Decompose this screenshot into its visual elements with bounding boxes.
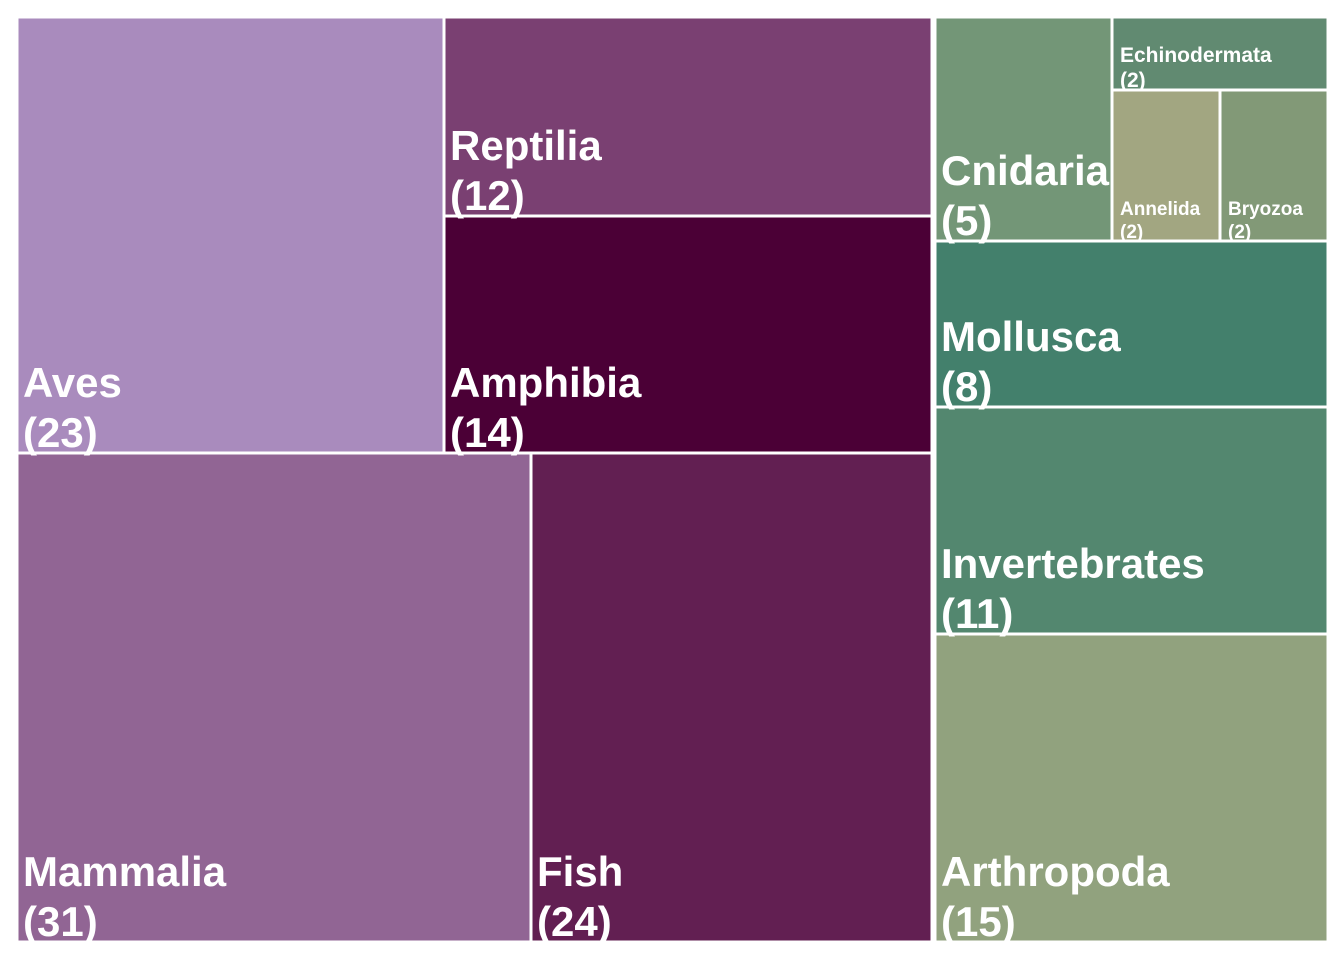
tile-label-fish: Fish	[537, 848, 623, 895]
tile-reptilia	[442, 15, 934, 218]
group-divider	[931, 17, 935, 942]
tile-label-aves: Aves	[23, 359, 122, 406]
tile-label-annelida: Annelida	[1120, 199, 1201, 220]
tile-amphibia	[442, 214, 934, 455]
tile-label-cnidaria: Cnidaria	[941, 147, 1110, 194]
tile-count-aves: (23)	[23, 409, 98, 456]
tile-label-echinodermata: Echinodermata	[1120, 44, 1272, 67]
tile-mammalia	[15, 451, 533, 944]
tile-fish	[529, 451, 934, 944]
tile-count-amphibia: (14)	[450, 409, 525, 456]
tile-count-fish: (24)	[537, 898, 612, 945]
tile-aves	[15, 15, 446, 455]
tile-count-cnidaria: (5)	[941, 197, 992, 244]
treemap-tiles: Mammalia(31) Fish(24) Aves(23) Amphibia(14)…	[15, 15, 1330, 945]
tile-label-bryozoa: Bryozoa	[1228, 199, 1303, 220]
tile-label-reptilia: Reptilia	[450, 122, 602, 169]
tile-annelida	[1110, 88, 1222, 243]
tile-count-reptilia: (12)	[450, 172, 525, 219]
tile-invertebrates	[933, 405, 1330, 636]
tile-label-amphibia: Amphibia	[450, 359, 642, 406]
tile-bryozoa	[1218, 88, 1330, 243]
tile-label-arthropoda: Arthropoda	[941, 848, 1170, 895]
tile-label-invertebrates: Invertebrates	[941, 540, 1205, 587]
tile-count-invertebrates: (11)	[941, 590, 1013, 637]
tile-label-mammalia: Mammalia	[23, 848, 227, 895]
tile-count-bryozoa: (2)	[1228, 222, 1251, 243]
tile-count-echinodermata: (2)	[1120, 69, 1146, 92]
tile-arthropoda	[933, 632, 1330, 944]
tile-count-arthropoda: (15)	[941, 898, 1016, 945]
tile-count-mammalia: (31)	[23, 898, 98, 945]
tile-count-annelida: (2)	[1120, 222, 1143, 243]
tile-count-mollusca: (8)	[941, 363, 992, 410]
tile-mollusca	[933, 239, 1330, 409]
tile-label-mollusca: Mollusca	[941, 313, 1121, 360]
